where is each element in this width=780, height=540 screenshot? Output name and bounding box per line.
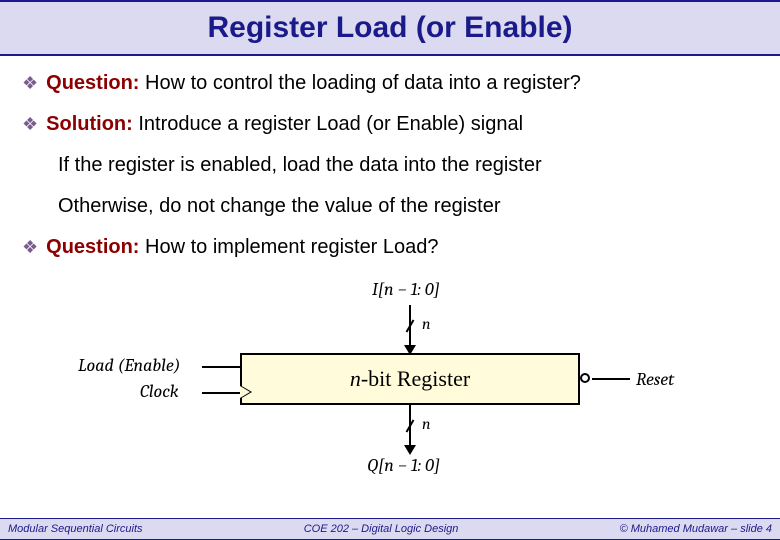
arrow-output	[404, 445, 416, 455]
content-area: ❖ Question: How to control the loading o…	[0, 56, 780, 475]
sub-bullet-1: If the register is enabled, load the dat…	[58, 152, 758, 179]
load-label: Load (Enable)	[78, 355, 180, 376]
bus-n-top: n	[422, 315, 431, 333]
wire-clock	[202, 392, 240, 394]
output-bus-label: Q[n − 1: 0]	[367, 455, 440, 476]
diamond-icon: ❖	[22, 71, 38, 95]
bullet-text: How to implement register Load?	[139, 236, 438, 258]
wire-reset	[592, 378, 630, 380]
wire-load	[202, 366, 240, 368]
input-bus-label: I[n − 1: 0]	[372, 279, 440, 300]
sub-bullet-2: Otherwise, do not change the value of th…	[58, 193, 758, 220]
bus-n-bot: n	[422, 415, 431, 433]
clock-notch-inner	[240, 386, 250, 398]
footer-center: COE 202 – Digital Logic Design	[304, 523, 459, 535]
box-text: -bit Register	[361, 366, 470, 392]
page-title: Register Load (or Enable)	[207, 11, 572, 45]
title-bar: Register Load (or Enable)	[0, 0, 780, 56]
footer-right: © Muhamed Mudawar – slide 4	[620, 523, 772, 535]
bullet-label: Question:	[46, 236, 139, 258]
register-box: n-bit Register	[240, 353, 580, 405]
footer: Modular Sequential Circuits COE 202 – Di…	[0, 518, 780, 540]
bullet-question-1: ❖ Question: How to control the loading o…	[22, 70, 758, 97]
box-n: n	[350, 366, 361, 392]
diamond-icon: ❖	[22, 235, 38, 259]
diamond-icon: ❖	[22, 112, 38, 136]
bullet-text: How to control the loading of data into …	[139, 72, 580, 94]
register-diagram: I[n − 1: 0] n n-bit Register Load (Enabl…	[22, 275, 758, 475]
bullet-solution: ❖ Solution: Introduce a register Load (o…	[22, 111, 758, 138]
footer-left: Modular Sequential Circuits	[8, 523, 143, 535]
bullet-label: Solution:	[46, 113, 133, 135]
clock-label: Clock	[140, 381, 179, 402]
reset-label: Reset	[636, 369, 674, 390]
reset-bubble	[580, 373, 590, 383]
bullet-text: Introduce a register Load (or Enable) si…	[133, 113, 523, 135]
bullet-label: Question:	[46, 72, 139, 94]
bullet-question-2: ❖ Question: How to implement register Lo…	[22, 234, 758, 261]
